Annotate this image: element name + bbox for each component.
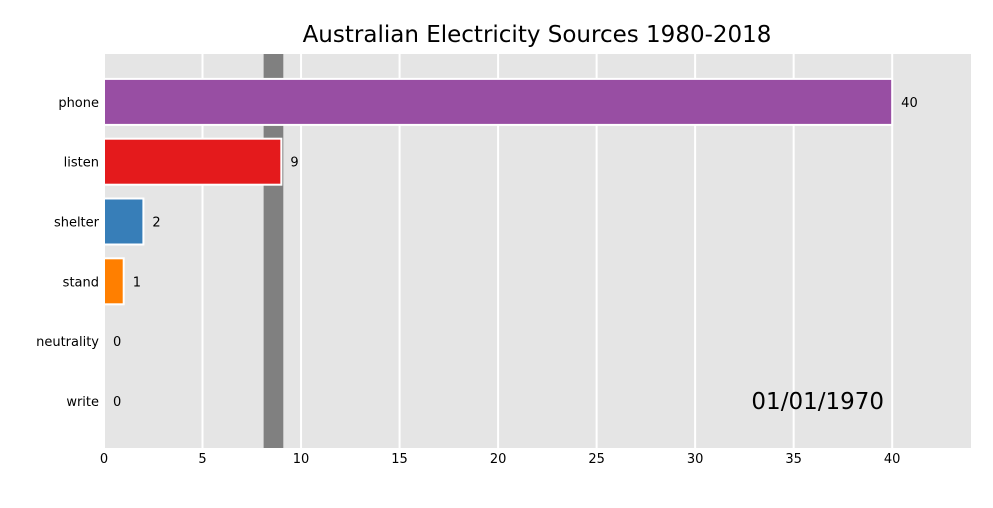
- x-tick-label: 30: [687, 452, 704, 467]
- x-tick-label: 25: [588, 452, 605, 467]
- category-label: phone: [58, 96, 99, 111]
- bar-listen: [103, 137, 283, 186]
- x-tick-label: 5: [198, 452, 206, 467]
- value-label: 9: [290, 156, 298, 171]
- value-label: 2: [152, 216, 160, 231]
- x-tick-label: 10: [293, 452, 310, 467]
- bar-shelter: [103, 197, 145, 246]
- category-label: write: [66, 395, 99, 410]
- date-label: 01/01/1970: [751, 389, 884, 415]
- x-tick-label: 20: [490, 452, 507, 467]
- value-label: 1: [133, 275, 141, 290]
- chart-title: Australian Electricity Sources 1980-2018: [303, 22, 772, 48]
- category-label: neutrality: [36, 335, 99, 350]
- bar-phone: [103, 77, 894, 126]
- x-axis-ticks: 0 5 10 15 20 25 30 35 40: [100, 452, 901, 467]
- category-label: shelter: [54, 216, 100, 231]
- x-tick-label: 35: [785, 452, 802, 467]
- category-label: stand: [63, 275, 99, 290]
- x-tick-label: 15: [391, 452, 408, 467]
- value-labels: 40 9 2 1 0 0: [113, 96, 918, 410]
- category-labels: phone listen shelter stand neutrality write: [36, 96, 100, 410]
- x-tick-label: 0: [100, 452, 108, 467]
- bar-stand: [103, 257, 125, 306]
- x-tick-label: 40: [884, 452, 901, 467]
- value-label: 0: [113, 335, 121, 350]
- category-label: listen: [64, 156, 99, 171]
- bars: [103, 77, 894, 306]
- value-label: 0: [113, 395, 121, 410]
- value-label: 40: [901, 96, 918, 111]
